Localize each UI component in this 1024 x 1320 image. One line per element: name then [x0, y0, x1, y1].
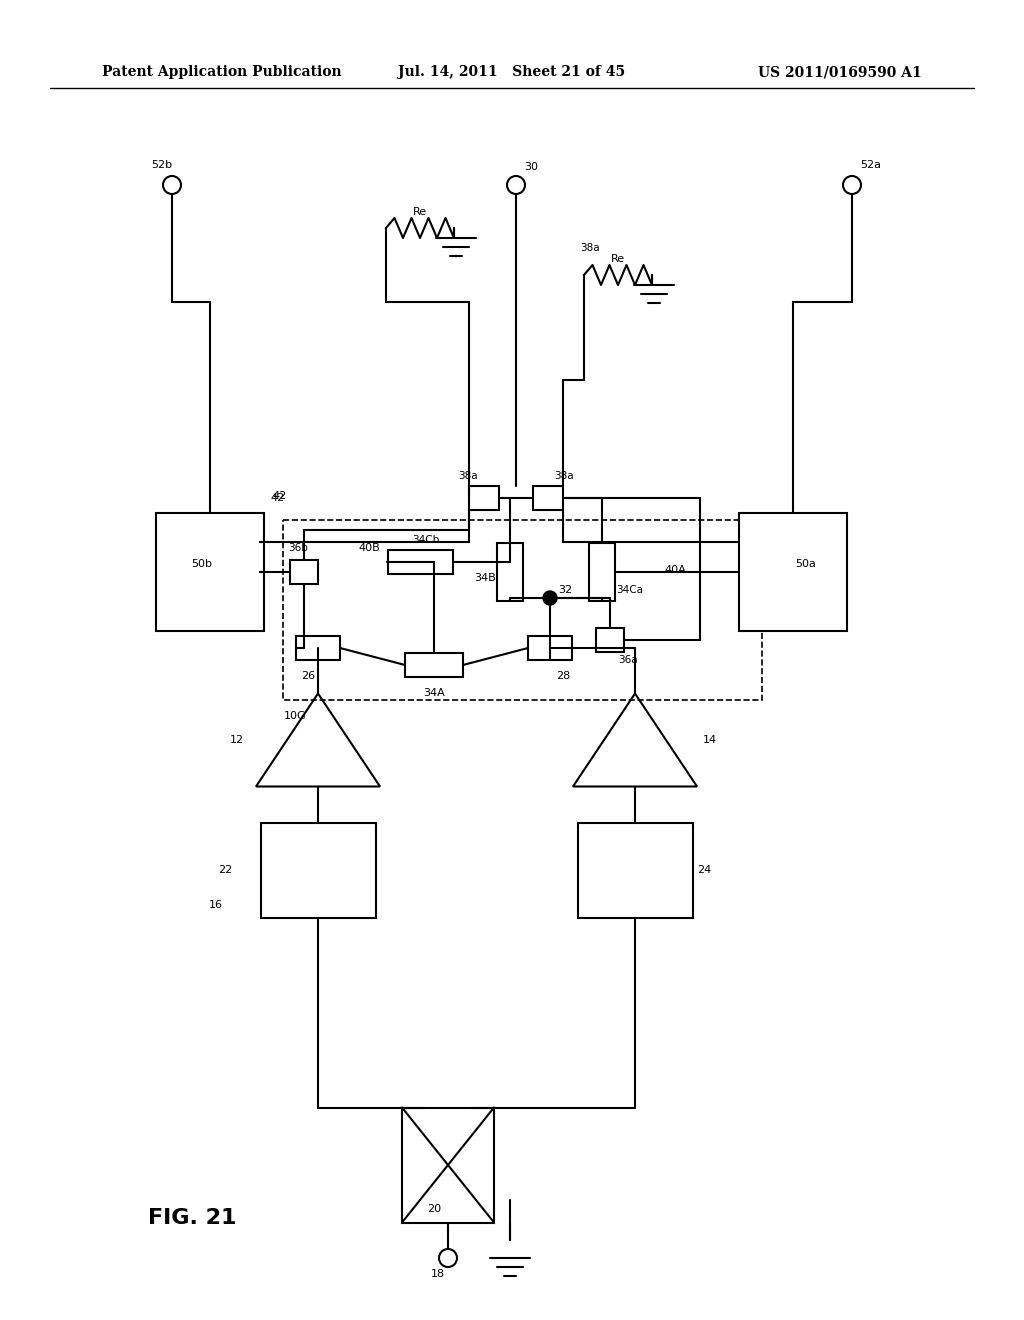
Text: US 2011/0169590 A1: US 2011/0169590 A1 — [758, 65, 922, 79]
Text: 32: 32 — [558, 585, 572, 595]
Text: 38a: 38a — [580, 243, 600, 253]
Text: 40B: 40B — [358, 543, 380, 553]
Text: 24: 24 — [697, 865, 712, 875]
Text: 16: 16 — [209, 900, 222, 909]
Bar — [497, 543, 523, 601]
Bar — [534, 486, 563, 510]
Text: 18: 18 — [431, 1269, 445, 1279]
Text: 28: 28 — [556, 671, 570, 681]
Bar — [402, 1107, 494, 1222]
Text: 50a: 50a — [795, 558, 816, 569]
Bar — [290, 560, 318, 583]
Text: 26: 26 — [301, 671, 315, 681]
Bar — [739, 513, 847, 631]
Bar — [596, 628, 624, 652]
Bar — [260, 822, 376, 917]
Circle shape — [543, 591, 557, 605]
Bar — [406, 653, 463, 677]
Bar — [296, 636, 340, 660]
Text: 34B: 34B — [474, 573, 496, 583]
Text: 52b: 52b — [152, 160, 173, 170]
Bar — [578, 822, 692, 917]
Text: Jul. 14, 2011   Sheet 21 of 45: Jul. 14, 2011 Sheet 21 of 45 — [398, 65, 626, 79]
Bar — [528, 636, 572, 660]
Text: 22: 22 — [218, 865, 232, 875]
Text: Re: Re — [611, 253, 625, 264]
Text: Re: Re — [413, 207, 427, 216]
Bar — [469, 486, 499, 510]
Text: 52a: 52a — [860, 160, 881, 170]
Text: 34A: 34A — [423, 688, 444, 698]
Text: 42: 42 — [272, 491, 287, 502]
Text: 20: 20 — [427, 1204, 441, 1213]
Text: 30: 30 — [524, 162, 538, 172]
Bar — [156, 513, 264, 631]
Text: 34Cb: 34Cb — [413, 535, 439, 545]
Text: 10G: 10G — [284, 711, 306, 721]
Text: 14: 14 — [703, 735, 717, 744]
Text: 34Ca: 34Ca — [616, 585, 643, 595]
Bar — [589, 543, 615, 601]
Text: 50b: 50b — [191, 558, 213, 569]
Text: 36b: 36b — [288, 543, 308, 553]
Bar — [387, 550, 453, 574]
Text: 36a: 36a — [618, 655, 638, 665]
Bar — [283, 520, 762, 700]
Text: 38a: 38a — [554, 471, 573, 480]
Text: FIG. 21: FIG. 21 — [148, 1208, 237, 1228]
Text: Patent Application Publication: Patent Application Publication — [102, 65, 342, 79]
Text: 40A: 40A — [664, 565, 686, 576]
Text: 38a: 38a — [458, 471, 477, 480]
Text: 12: 12 — [230, 735, 244, 744]
Text: 42: 42 — [270, 492, 285, 503]
